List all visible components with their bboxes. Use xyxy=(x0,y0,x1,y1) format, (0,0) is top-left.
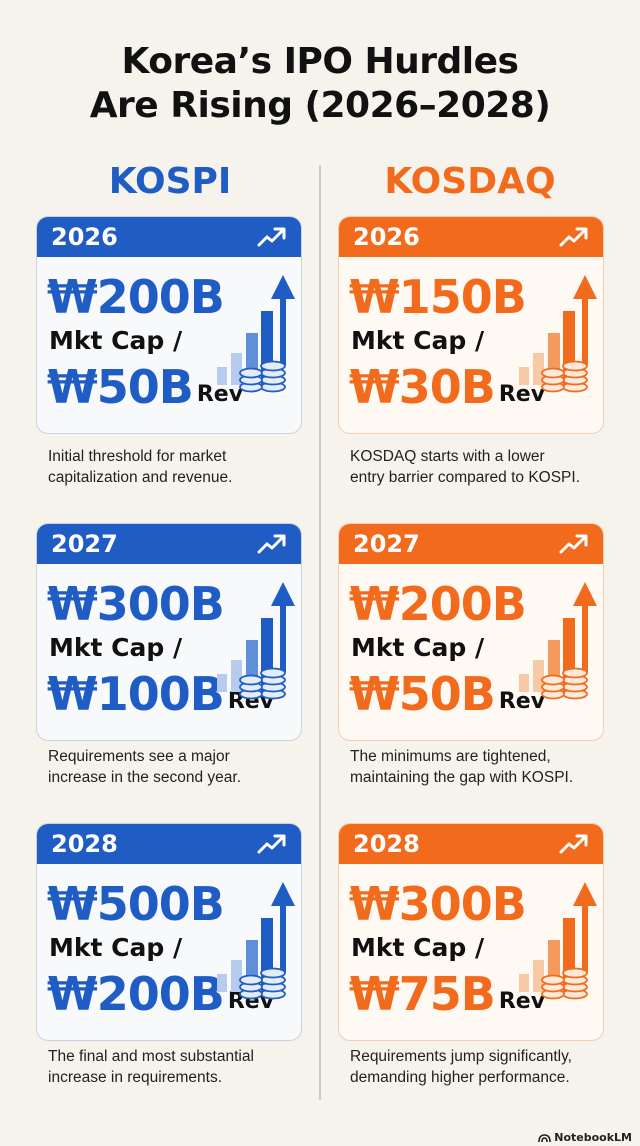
growth-chart-coins-icon xyxy=(217,275,295,393)
revenue-label: Rev xyxy=(196,382,244,407)
description-line: capitalization and revenue. xyxy=(48,469,233,486)
description-line: The final and most substantial xyxy=(48,1048,254,1065)
trend-up-icon xyxy=(257,534,286,554)
market-cap-label: Mkt Cap / xyxy=(49,633,183,662)
trend-up-icon xyxy=(559,834,588,854)
revenue-label: Rev xyxy=(498,689,546,714)
card-year: 2027 xyxy=(51,530,118,558)
card-description-kosdaq-2028: Requirements jump significantly, demandin… xyxy=(350,1046,630,1088)
market-cap-value: ₩150B xyxy=(349,270,527,324)
card-description-kospi-2026: Initial threshold for market capitalizati… xyxy=(48,446,328,488)
description-line: entry barrier compared to KOSPI. xyxy=(350,469,581,486)
revenue-line: ₩75B Rev xyxy=(349,969,545,1027)
market-cap-label: Mkt Cap / xyxy=(351,633,485,662)
description-line: The minimums are tightened, xyxy=(350,748,551,765)
market-cap-value: ₩300B xyxy=(349,877,527,931)
growth-chart-coins-icon xyxy=(217,582,295,700)
revenue-label: Rev xyxy=(498,989,546,1014)
revenue-value: ₩50B xyxy=(47,360,194,414)
description-line: increase in the second year. xyxy=(48,769,242,786)
market-cap-value: ₩200B xyxy=(47,270,225,324)
growth-chart-coins-icon xyxy=(519,882,597,1000)
market-cap-label: Mkt Cap / xyxy=(351,326,485,355)
card-year-bar: 2026 xyxy=(339,217,603,257)
market-cap-label: Mkt Cap / xyxy=(49,326,183,355)
description-line: maintaining the gap with KOSPI. xyxy=(350,769,574,786)
revenue-value: ₩30B xyxy=(349,360,496,414)
revenue-value: ₩200B xyxy=(47,967,225,1021)
column-divider xyxy=(319,165,321,1100)
revenue-line: ₩50B Rev xyxy=(47,362,243,420)
card-year-bar: 2026 xyxy=(37,217,301,257)
revenue-value: ₩100B xyxy=(47,667,225,721)
card-year-bar: 2027 xyxy=(339,524,603,564)
threshold-card-kospi-2026: 2026 ₩200B Mkt Cap / ₩50B Rev xyxy=(36,216,302,434)
market-cap-value: ₩200B xyxy=(349,577,527,631)
card-year-bar: 2027 xyxy=(37,524,301,564)
card-year: 2026 xyxy=(353,223,420,251)
title-line-2: Are Rising (2026–2028) xyxy=(89,85,551,126)
description-line: KOSDAQ starts with a lower xyxy=(350,448,545,465)
revenue-label: Rev xyxy=(498,382,546,407)
threshold-card-kosdaq-2026: 2026 ₩150B Mkt Cap / ₩30B Rev xyxy=(338,216,604,434)
card-description-kospi-2027: Requirements see a major increase in the … xyxy=(48,746,328,788)
market-cap-value: ₩500B xyxy=(47,877,225,931)
description-line: Requirements jump significantly, xyxy=(350,1048,572,1065)
card-year: 2027 xyxy=(353,530,420,558)
card-year-bar: 2028 xyxy=(37,824,301,864)
card-year: 2026 xyxy=(51,223,118,251)
card-year: 2028 xyxy=(353,830,420,858)
description-line: increase in requirements. xyxy=(48,1069,223,1086)
market-cap-label: Mkt Cap / xyxy=(49,933,183,962)
trend-up-icon xyxy=(559,534,588,554)
revenue-value: ₩75B xyxy=(349,967,496,1021)
threshold-card-kospi-2027: 2027 ₩300B Mkt Cap / ₩100B Rev xyxy=(36,523,302,741)
brand-mark: NotebookLM xyxy=(538,1131,632,1144)
trend-up-icon xyxy=(257,834,286,854)
description-line: Initial threshold for market xyxy=(48,448,227,465)
description-line: demanding higher performance. xyxy=(350,1069,570,1086)
revenue-line: ₩50B Rev xyxy=(349,669,545,727)
column-heading-kospi: KOSPI xyxy=(108,161,232,202)
card-description-kosdaq-2026: KOSDAQ starts with a lower entry barrier … xyxy=(350,446,630,488)
brand-name: NotebookLM xyxy=(554,1131,632,1144)
revenue-line: ₩100B Rev xyxy=(47,669,274,727)
threshold-card-kosdaq-2028: 2028 ₩300B Mkt Cap / ₩75B Rev xyxy=(338,823,604,1041)
growth-chart-coins-icon xyxy=(519,275,597,393)
threshold-card-kosdaq-2027: 2027 ₩200B Mkt Cap / ₩50B Rev xyxy=(338,523,604,741)
column-heading-kosdaq: KOSDAQ xyxy=(384,161,556,202)
card-year: 2028 xyxy=(51,830,118,858)
trend-up-icon xyxy=(257,227,286,247)
revenue-line: ₩30B Rev xyxy=(349,362,545,420)
growth-chart-coins-icon xyxy=(519,582,597,700)
growth-chart-coins-icon xyxy=(217,882,295,1000)
market-cap-value: ₩300B xyxy=(47,577,225,631)
card-year-bar: 2028 xyxy=(339,824,603,864)
card-description-kosdaq-2027: The minimums are tightened, maintaining t… xyxy=(350,746,630,788)
card-description-kospi-2028: The final and most substantial increase i… xyxy=(48,1046,328,1088)
title-line-1: Korea’s IPO Hurdles xyxy=(121,41,519,82)
page-title: Korea’s IPO Hurdles Are Rising (2026–202… xyxy=(0,40,640,128)
threshold-card-kospi-2028: 2028 ₩500B Mkt Cap / ₩200B Rev xyxy=(36,823,302,1041)
revenue-line: ₩200B Rev xyxy=(47,969,274,1027)
description-line: Requirements see a major xyxy=(48,748,230,765)
trend-up-icon xyxy=(559,227,588,247)
revenue-value: ₩50B xyxy=(349,667,496,721)
notebooklm-logo-icon xyxy=(538,1133,552,1142)
market-cap-label: Mkt Cap / xyxy=(351,933,485,962)
